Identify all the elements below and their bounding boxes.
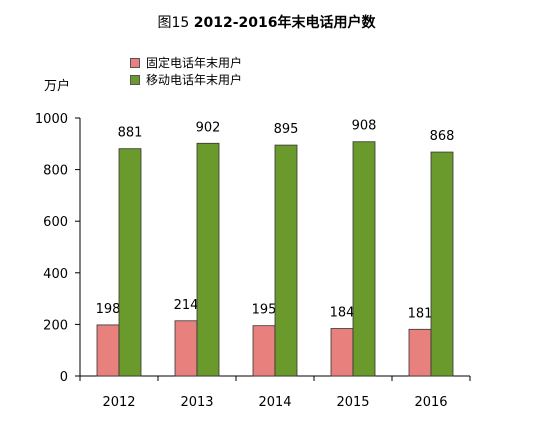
legend: 固定电话年末用户 移动电话年末用户: [130, 54, 242, 88]
data-label-fixed: 184: [330, 306, 355, 321]
bar-mobile: [274, 144, 298, 377]
data-label-fixed: 214: [174, 298, 199, 313]
y-tick-label: 200: [43, 318, 68, 333]
chart-title-main: 2012-2016年末电话用户数: [193, 15, 376, 31]
data-label-fixed: 195: [252, 303, 277, 318]
bar-mobile: [430, 151, 454, 377]
chart-title-prefix: 图15: [157, 15, 194, 31]
data-label-mobile: 908: [352, 119, 377, 134]
y-tick-label: 600: [43, 215, 68, 230]
data-label-mobile: 868: [430, 129, 455, 144]
y-tick-label: 800: [43, 164, 68, 179]
bar-fixed: [96, 324, 120, 377]
y-axis-unit: 万户: [44, 79, 71, 94]
x-tick-label: 2015: [336, 395, 369, 410]
chart-title: 图15 2012-2016年末电话用户数: [0, 12, 533, 32]
bar-fixed: [330, 328, 354, 377]
bar-mobile: [118, 148, 142, 377]
bar-fixed: [408, 328, 432, 377]
legend-label-fixed: 固定电话年末用户: [146, 56, 243, 70]
data-label-fixed: 181: [408, 306, 433, 321]
data-label-fixed: 198: [96, 302, 121, 317]
legend-swatch-mobile: [130, 74, 140, 85]
bar-mobile: [352, 141, 376, 377]
legend-item-fixed: 固定电话年末用户: [130, 54, 242, 71]
x-tick-label: 2014: [258, 395, 291, 410]
y-tick-label: 400: [43, 267, 68, 282]
legend-label-mobile: 移动电话年末用户: [146, 73, 243, 87]
data-label-mobile: 902: [196, 120, 221, 135]
legend-swatch-fixed: [130, 57, 140, 68]
bar-mobile: [196, 142, 220, 377]
x-tick-label: 2012: [102, 395, 135, 410]
y-tick-label: 0: [60, 370, 68, 385]
x-tick-label: 2016: [414, 395, 447, 410]
data-label-mobile: 895: [274, 122, 299, 137]
y-tick-label: 1000: [35, 112, 68, 127]
x-tick-label: 2013: [180, 395, 213, 410]
data-label-mobile: 881: [118, 126, 143, 141]
legend-item-mobile: 移动电话年末用户: [130, 71, 242, 88]
bar-fixed: [252, 325, 276, 377]
bar-fixed: [174, 320, 198, 377]
